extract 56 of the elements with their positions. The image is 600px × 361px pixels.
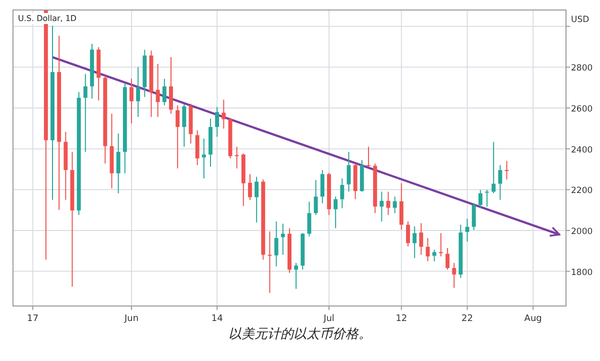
candlestick (478, 190, 482, 209)
candlestick (280, 223, 285, 256)
candlestick (346, 151, 351, 192)
candlestick (452, 262, 456, 288)
candlestick (380, 191, 384, 222)
candlestick (202, 138, 206, 179)
y-tick-label: 2200 (571, 186, 593, 196)
candlestick (176, 104, 180, 169)
candlestick (130, 78, 134, 124)
y-tick-label: 1800 (571, 268, 593, 278)
candlestick (472, 202, 476, 231)
candlestick (162, 78, 166, 106)
candlestick (419, 222, 424, 256)
x-tick-label: Jun (123, 314, 139, 324)
candlestick (83, 73, 88, 152)
candlestick (366, 146, 370, 168)
candlestick (498, 164, 502, 200)
y-tick-label: 2600 (571, 104, 593, 114)
candlestick (406, 220, 410, 247)
candlestick (432, 249, 436, 262)
candlestick (116, 133, 120, 194)
candlestick (195, 130, 200, 166)
y-tick-label: 2000 (571, 226, 593, 237)
candlestick (485, 190, 489, 208)
x-tick-label: 22 (462, 314, 473, 324)
candlestick (222, 99, 226, 130)
candlestick (274, 220, 278, 267)
candlestick (492, 141, 496, 194)
x-tick-label: 12 (396, 314, 408, 324)
candlestick (412, 226, 417, 259)
candlestick (314, 180, 318, 216)
text: 以美元计的以太币价格。 (228, 326, 372, 342)
y-tick-label: 2400 (571, 145, 593, 156)
candlestick (234, 146, 239, 169)
x-tick-label: Aug (524, 314, 542, 324)
x-tick-label: 17 (27, 314, 38, 324)
candlestick (215, 106, 220, 138)
text: U.S. Dollar, 1D (18, 14, 77, 23)
candlestick (320, 170, 324, 204)
candlestick (136, 66, 140, 118)
candlestick (248, 174, 252, 200)
candlestick (392, 196, 397, 214)
candlestick (334, 196, 338, 229)
y-axis-title: USD (571, 15, 590, 25)
candlestick (446, 248, 450, 270)
candlestick (169, 56, 173, 114)
candlestick (399, 182, 404, 230)
candlestick (254, 176, 259, 224)
x-tick-label: 14 (211, 314, 224, 324)
x-tick-label: Jul (322, 314, 334, 324)
candlestick (340, 178, 344, 209)
candlestick (438, 232, 443, 257)
candlestick (156, 63, 160, 118)
candlestick (182, 104, 186, 148)
y-tick-label: 2800 (571, 64, 593, 74)
candlestick (294, 262, 298, 290)
